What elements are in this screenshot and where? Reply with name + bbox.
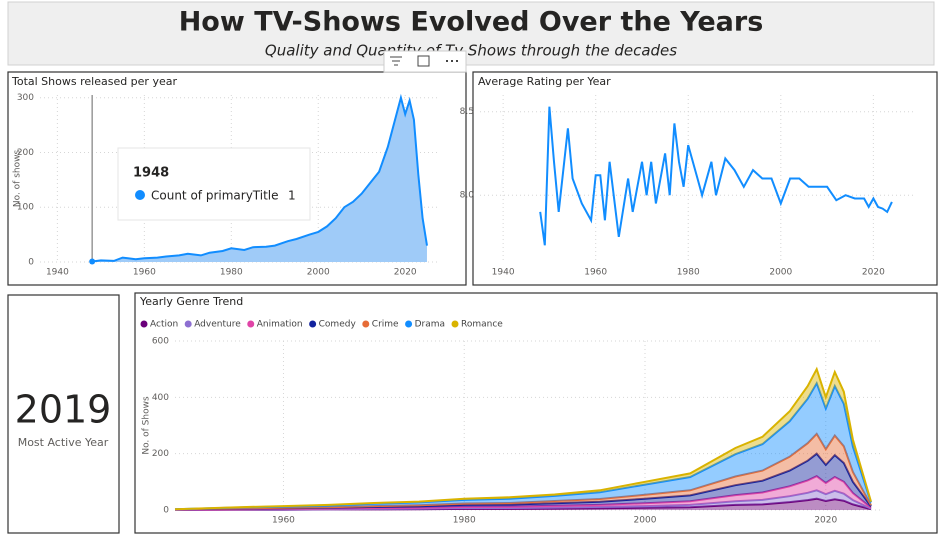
tooltip-marker (135, 190, 145, 200)
hover-point (89, 258, 96, 265)
y-tick-label: 100 (17, 203, 34, 213)
x-tick-label: 2020 (814, 516, 837, 526)
x-tick-label: 1940 (46, 268, 69, 278)
chart-title: Yearly Genre Trend (139, 295, 243, 308)
chart-title: Total Shows released per year (11, 75, 177, 88)
tooltip-label: Count of primaryTitle (151, 189, 279, 203)
tooltip-value: 1 (288, 189, 296, 203)
x-tick-label: 1980 (220, 268, 243, 278)
legend-marker (247, 320, 255, 328)
legend-label: Crime (372, 320, 399, 330)
y-tick-label: 200 (152, 449, 169, 459)
x-tick-label: 1960 (584, 268, 607, 278)
toolbar-box[interactable] (383, 50, 467, 73)
legend-marker (140, 320, 148, 328)
legend-label: Animation (257, 320, 303, 330)
area-line (92, 93, 428, 263)
card-label: Most Active Year (18, 436, 109, 449)
legend-marker (184, 320, 192, 328)
y-tick-label: 8.0 (460, 191, 475, 201)
x-tick-label: 2000 (769, 268, 792, 278)
area-fill (92, 97, 427, 262)
y-axis-title: No. of shows (13, 150, 23, 208)
header-box (7, 1, 935, 66)
x-tick-label: 1980 (677, 268, 700, 278)
legend-marker (309, 320, 317, 328)
chart-title: Average Rating per Year (478, 75, 611, 88)
card-panel (7, 294, 120, 534)
y-tick-label: 300 (17, 93, 34, 103)
legend-marker (362, 320, 370, 328)
x-tick-label: 1940 (492, 268, 515, 278)
line (539, 106, 893, 246)
y-tick-label: 200 (17, 148, 34, 158)
x-tick-label: 1980 (453, 516, 476, 526)
y-tick-label: 8.5 (460, 107, 474, 117)
filter-icon[interactable] (390, 56, 402, 66)
x-tick-label: 1960 (133, 268, 156, 278)
header-subtitle: Quality and Quantity of Tv Shows through… (265, 42, 677, 60)
area-fill (175, 476, 871, 510)
area-fill (175, 433, 871, 510)
y-tick-label: 0 (28, 258, 34, 268)
legend-label: Drama (415, 320, 445, 330)
area-fill (175, 453, 871, 510)
x-tick-label: 2000 (634, 516, 657, 526)
y-axis-title: No. of Shows (142, 396, 152, 455)
legend-marker (405, 320, 413, 328)
y-tick-label: 600 (152, 337, 169, 347)
legend-label: Adventure (194, 320, 241, 330)
legend-label: Action (150, 320, 178, 330)
legend-label: Romance (461, 320, 503, 330)
tooltip-title: 1948 (133, 166, 169, 181)
panel (472, 71, 938, 286)
y-tick-label: 0 (163, 506, 169, 516)
header-title: How TV-Shows Evolved Over the Years (179, 7, 764, 38)
card-value: 2019 (15, 388, 112, 432)
area-fill (175, 383, 871, 510)
legend-marker (451, 320, 459, 328)
tooltip-box (117, 147, 311, 221)
x-tick-label: 2020 (394, 268, 417, 278)
legend-label: Comedy (319, 320, 357, 330)
y-tick-label: 400 (152, 393, 169, 403)
visual-toolbar[interactable] (383, 50, 467, 73)
area-line (174, 366, 872, 511)
x-tick-label: 2000 (307, 268, 330, 278)
x-tick-label: 2020 (862, 268, 885, 278)
x-tick-label: 1960 (272, 516, 295, 526)
focus-icon[interactable] (417, 55, 430, 67)
area-line (174, 432, 872, 511)
